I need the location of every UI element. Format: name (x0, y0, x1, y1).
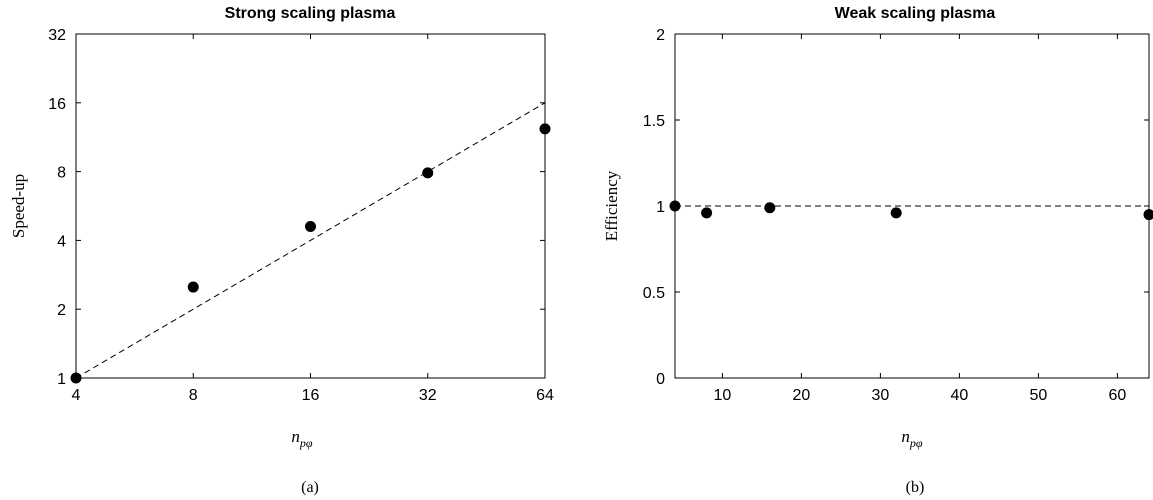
data-point (701, 207, 713, 219)
y-tick-label: 0 (656, 371, 665, 388)
y-tick-label: 8 (57, 165, 66, 182)
y-tick-label: 2 (57, 302, 66, 319)
x-tick-label: 8 (189, 387, 198, 404)
x-tick-label: 32 (419, 387, 437, 404)
x-tick-label: 20 (793, 387, 811, 404)
data-point (187, 281, 199, 293)
x-tick-label: 16 (302, 387, 320, 404)
x-axis-label-main: n (901, 427, 910, 446)
x-tick-label: 50 (1030, 387, 1048, 404)
y-axis-label: Efficiency (602, 170, 621, 241)
data-point (70, 372, 82, 384)
x-tick-label: 40 (951, 387, 969, 404)
y-tick-label: 4 (57, 233, 66, 250)
data-point (422, 167, 434, 179)
chart-title: Strong scaling plasma (225, 5, 396, 22)
x-tick-label: 64 (536, 387, 554, 404)
y-tick-label: 1 (656, 199, 665, 216)
y-ticks: 1 2 4 8 16 32 (48, 27, 545, 388)
data-point (539, 123, 551, 135)
y-axis-label: Speed-up (9, 174, 28, 238)
x-axis-label-main: n (291, 427, 300, 446)
strong-scaling-chart: Strong scaling plasma 4 8 16 32 64 12481632 … (9, 5, 554, 496)
data-point (1143, 209, 1153, 221)
x-tick-label: 4 (72, 387, 81, 404)
caption-b: (b) (906, 479, 925, 496)
y-tick-label: 16 (48, 96, 66, 113)
y-tick-label: 1 (57, 371, 66, 388)
caption-a: (a) (301, 479, 319, 496)
x-tick-label: 30 (872, 387, 890, 404)
y-tick-label: 0.5 (643, 285, 665, 302)
series-layer (70, 102, 551, 384)
x-ticks: 4 8 16 32 64 (72, 34, 554, 404)
x-ticks: 10 20 30 40 50 60 (714, 34, 1127, 404)
ideal-scaling-line (75, 102, 546, 379)
y-tick-label: 2 (656, 27, 665, 44)
x-axis-label: npφ (291, 427, 313, 450)
weak-scaling-chart: Weak scaling plasma 10 20 30 40 50 60 0 0.5 1 1.… (602, 5, 1153, 496)
series-layer (669, 200, 1153, 221)
x-tick-label: 10 (714, 387, 732, 404)
plot-area-frame (75, 33, 546, 379)
y-tick-label: 32 (48, 27, 66, 44)
y-ticks: 0 0.5 1 1.5 2 (643, 27, 1149, 388)
data-point (890, 207, 902, 219)
x-axis-label-subscript: pφ (909, 436, 923, 450)
y-tick-label: 1.5 (643, 113, 665, 130)
data-point (764, 202, 776, 214)
chart-title: Weak scaling plasma (835, 5, 996, 22)
x-axis-label-subscript: pφ (299, 436, 313, 450)
data-point (669, 200, 681, 212)
x-tick-label: 60 (1109, 387, 1127, 404)
data-point (305, 221, 316, 233)
x-axis-label: npφ (901, 427, 923, 450)
